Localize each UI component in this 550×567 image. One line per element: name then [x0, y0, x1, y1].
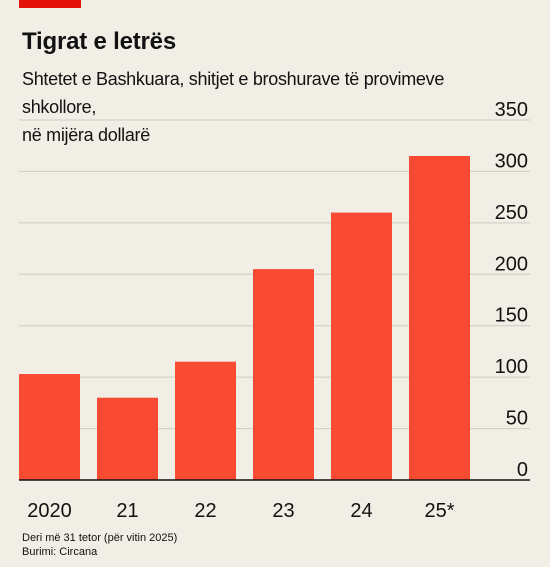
x-tick-label: 23 — [272, 500, 294, 522]
source-note: Burimi: Circana — [22, 546, 98, 558]
y-tick-label: 200 — [495, 253, 528, 275]
x-tick-label: 21 — [116, 500, 138, 522]
bar — [253, 269, 314, 480]
subtitle-line-1: Shtetet e Bashkuara, shitjet e broshurav… — [22, 69, 445, 117]
x-tick-label: 24 — [350, 500, 372, 522]
bar — [19, 374, 80, 480]
y-tick-label: 100 — [495, 356, 528, 378]
bar — [175, 361, 236, 480]
x-tick-label: 25* — [424, 500, 454, 522]
bar — [409, 156, 470, 480]
bar — [331, 212, 392, 481]
y-tick-label: 300 — [495, 150, 528, 172]
subtitle-line-2: në mijëra dollarë — [22, 125, 150, 145]
accent-bar — [19, 0, 81, 8]
bar — [97, 397, 158, 480]
x-tick-label: 2020 — [27, 500, 72, 522]
y-tick-label: 250 — [495, 202, 528, 224]
chart-title: Tigrat e letrës — [22, 28, 176, 55]
footnote: Deri më 31 tetor (për vitin 2025) — [22, 532, 178, 544]
chart-footnotes: Deri më 31 tetor (për vitin 2025) Burimi… — [22, 531, 177, 559]
x-tick-label: 22 — [194, 500, 216, 522]
chart-subtitle: Shtetet e Bashkuara, shitjet e broshurav… — [22, 65, 522, 149]
y-tick-label: 0 — [517, 459, 528, 481]
y-tick-label: 350 — [495, 99, 528, 121]
y-tick-label: 50 — [506, 408, 528, 430]
y-tick-label: 150 — [495, 305, 528, 327]
